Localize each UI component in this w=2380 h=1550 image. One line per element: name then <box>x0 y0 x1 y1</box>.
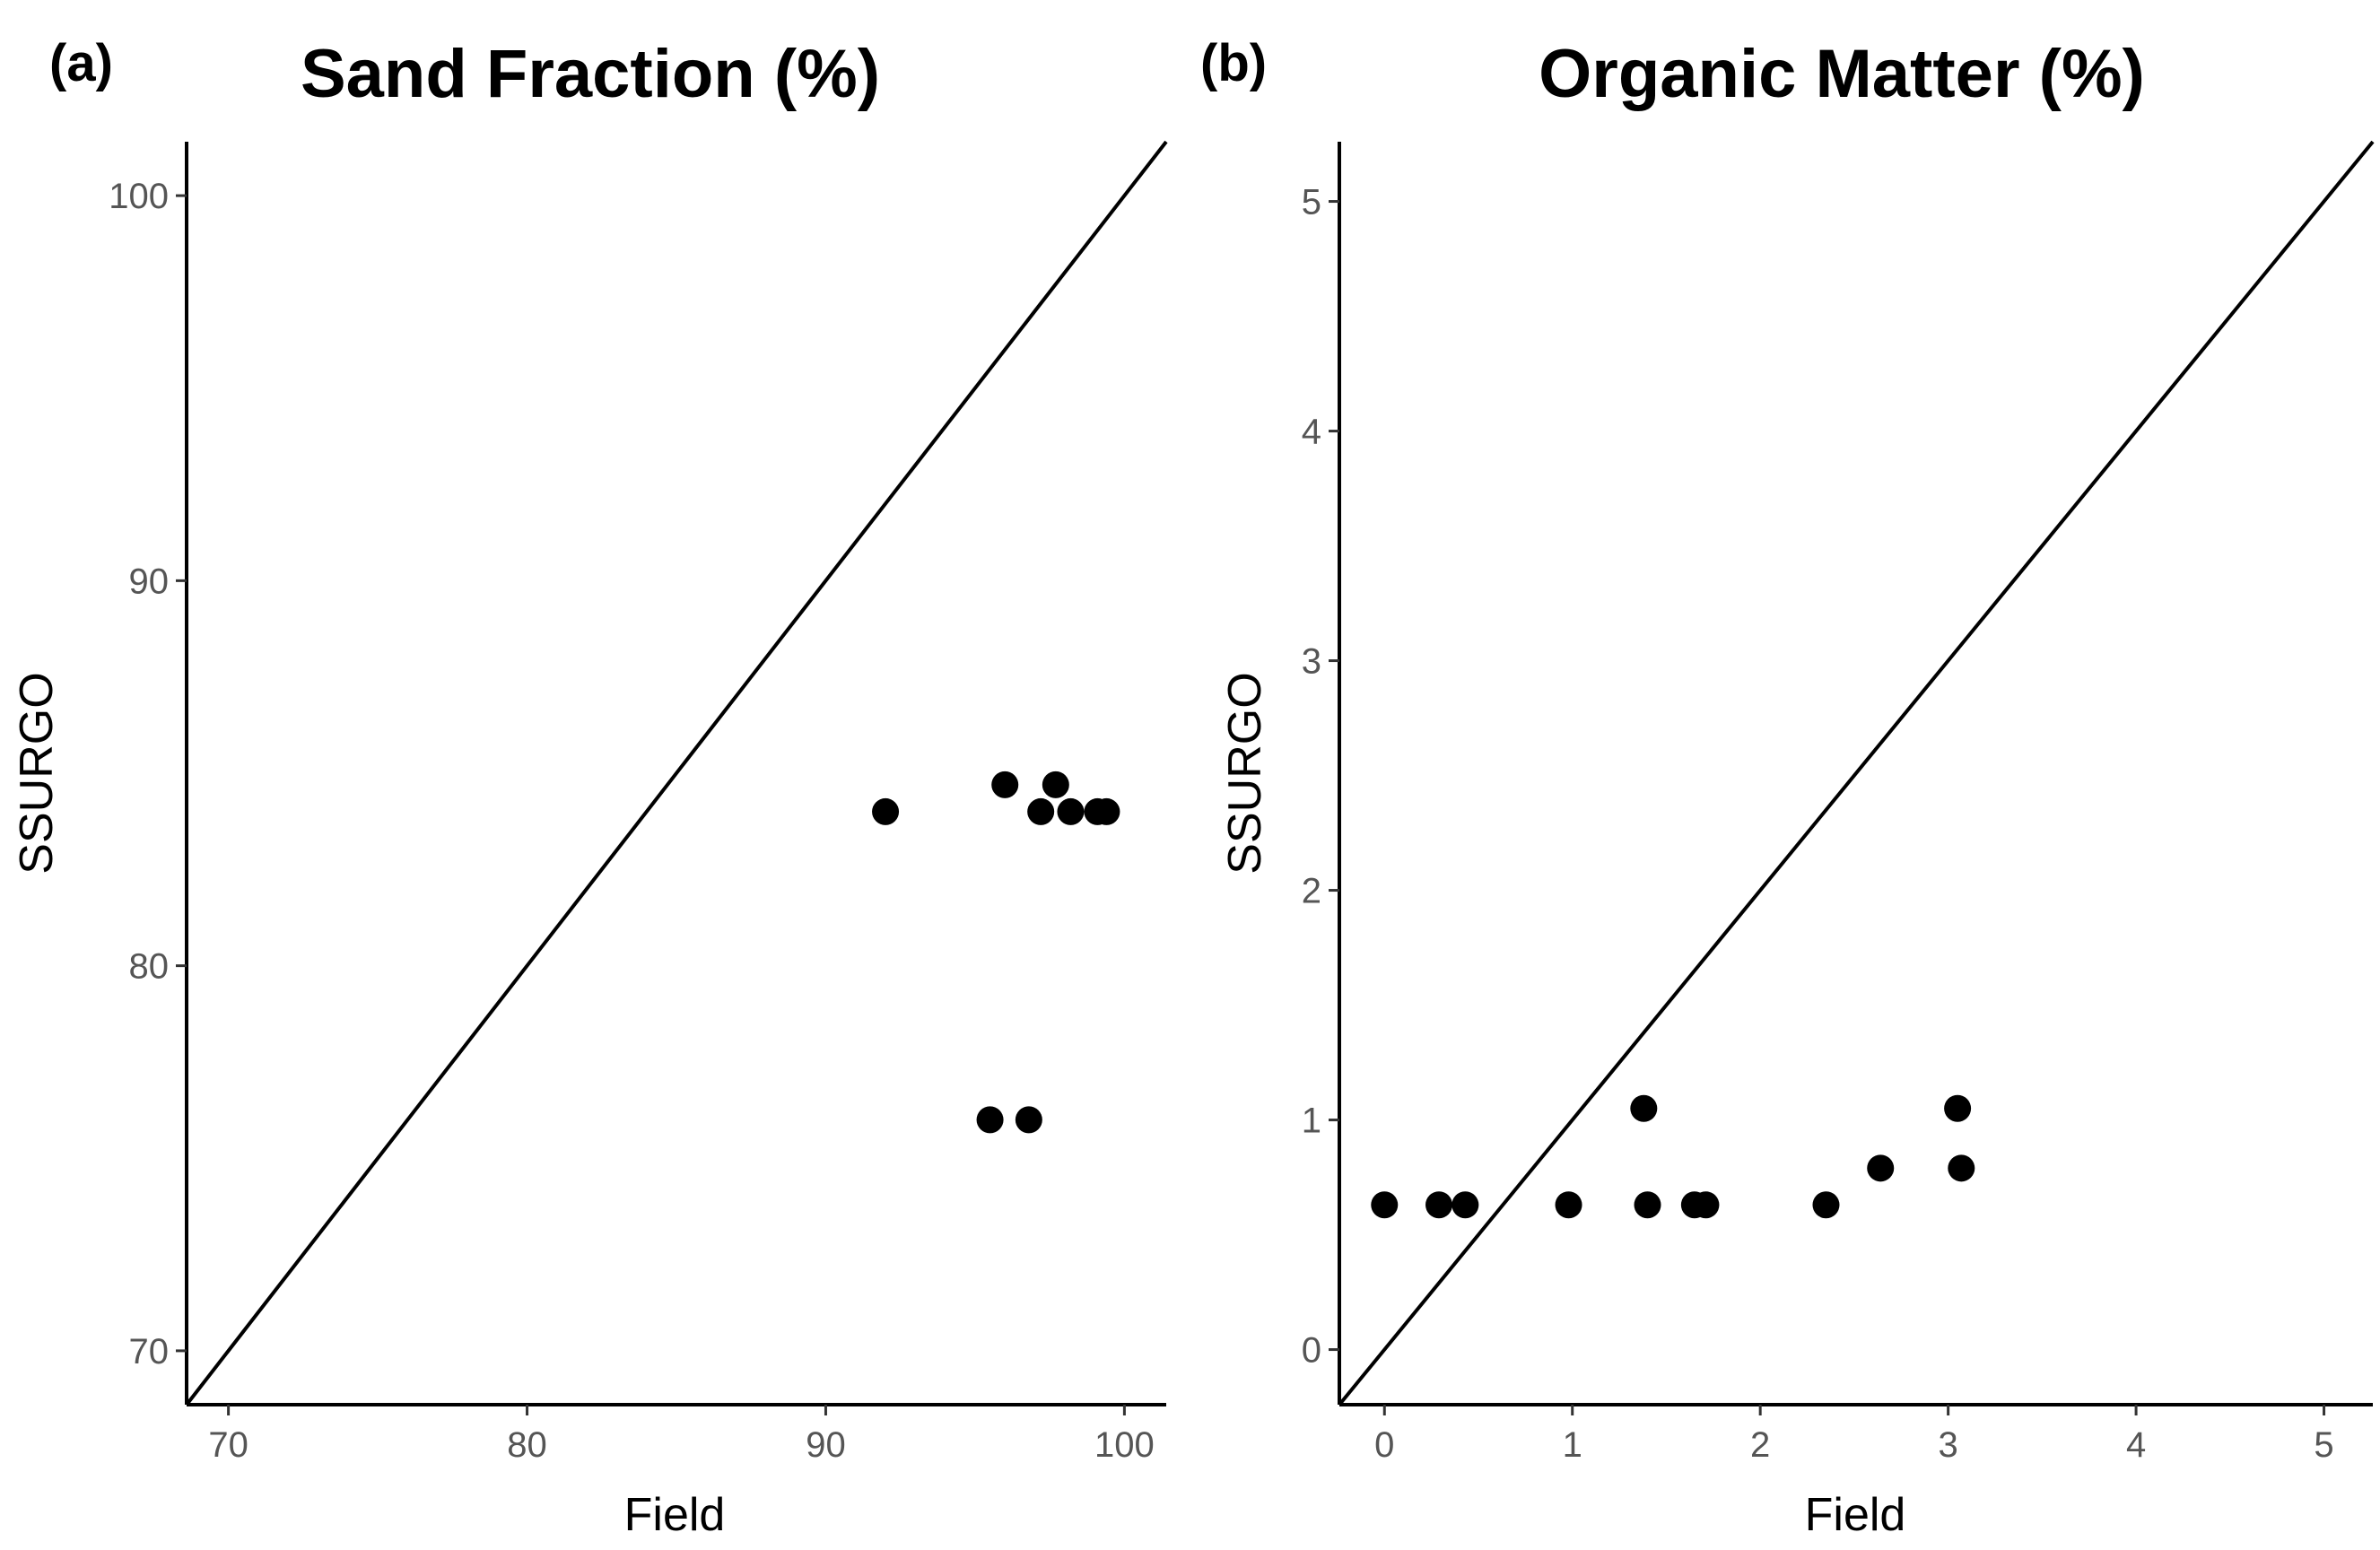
panel-a-data-point <box>1027 797 1055 825</box>
panel-b-data-point <box>1812 1191 1840 1219</box>
panel-b-data-point <box>1944 1094 1972 1122</box>
panel-b-x-tick-label: 3 <box>1939 1425 1958 1465</box>
panel-b-reference-line <box>1338 140 2375 1406</box>
panel-a-y-tick-label: 80 <box>129 947 170 987</box>
panel-b-data-point <box>1692 1191 1720 1219</box>
panel-b-y-tick-label: 3 <box>1302 642 1321 682</box>
panel-a-data-point <box>1015 1106 1042 1134</box>
panel-b-title: Organic Matter (%) <box>1539 36 2145 112</box>
panel-b-data-point <box>1867 1154 1895 1182</box>
panel-b-label: (b) <box>1200 34 1267 92</box>
panel-a-data-point <box>1057 797 1085 825</box>
panel-a-y-tick-label: 100 <box>109 177 169 216</box>
panel-a-data-point <box>1042 771 1069 798</box>
panel-a-title: Sand Fraction (%) <box>301 36 880 112</box>
panel-a-label: (a) <box>49 34 113 92</box>
panel-b-y-tick-label: 2 <box>1302 872 1321 911</box>
panel-a-data-point <box>872 797 900 825</box>
panel-a-data-point <box>1093 797 1120 825</box>
panel-a-x-tick-label: 70 <box>208 1425 248 1465</box>
panel-b-data-point <box>1948 1154 1975 1182</box>
panel-a-reference-line <box>185 140 1168 1406</box>
panel-b-y-tick-label: 1 <box>1302 1102 1321 1141</box>
panel-b-data-point <box>1634 1191 1661 1219</box>
panel-a-x-tick-label: 80 <box>507 1425 547 1465</box>
panel-a-y-axis-title: SSURGO <box>11 672 63 874</box>
panel-b-data-point <box>1371 1191 1399 1219</box>
panel-b-x-tick-label: 0 <box>1374 1425 1394 1465</box>
panel-b-data-point <box>1452 1191 1479 1219</box>
panel-b-y-axis-title: SSURGO <box>1219 672 1271 874</box>
panel-b-y-tick-label: 0 <box>1302 1331 1321 1371</box>
panel-b-data-point <box>1555 1191 1582 1219</box>
panel-b-y-tick-label: 5 <box>1302 183 1321 222</box>
panel-b-x-tick-label: 1 <box>1563 1425 1582 1465</box>
panel-a-x-tick-label: 90 <box>806 1425 846 1465</box>
panel-b-x-tick-label: 4 <box>2126 1425 2146 1465</box>
panel-b-x-tick-label: 2 <box>1750 1425 1770 1465</box>
panel-a-y-tick-label: 70 <box>129 1332 170 1371</box>
panel-a-data-point <box>976 1106 1004 1134</box>
panel-b-data-point <box>1630 1094 1658 1122</box>
panel-b-y-tick-label: 4 <box>1302 413 1321 452</box>
panel-a-data-point <box>991 771 1019 798</box>
panel-b-x-axis-title: Field <box>1805 1489 1906 1541</box>
panel-a-y-tick-label: 90 <box>129 562 170 601</box>
panel-b-x-tick-label: 5 <box>2314 1425 2333 1465</box>
panel-a-x-axis-title: Field <box>624 1489 726 1541</box>
panel-a-x-tick-label: 100 <box>1094 1425 1155 1465</box>
panel-b-data-point <box>1425 1191 1453 1219</box>
